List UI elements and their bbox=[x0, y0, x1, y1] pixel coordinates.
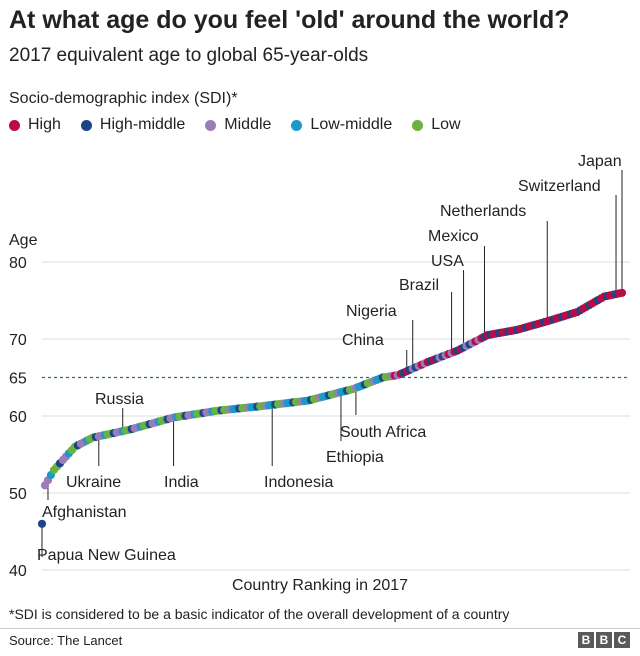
legend-label: Middle bbox=[224, 116, 272, 133]
y-tick-label: 65 bbox=[9, 371, 27, 388]
annotation-label: Ethiopia bbox=[326, 449, 384, 466]
annotation-label: Papua New Guinea bbox=[37, 547, 176, 564]
annotation-label: Russia bbox=[95, 391, 144, 408]
y-tick-label: 40 bbox=[9, 563, 27, 580]
legend-swatch bbox=[291, 119, 303, 131]
x-axis-label: Country Ranking in 2017 bbox=[232, 577, 408, 594]
annotation-label: USA bbox=[431, 253, 464, 270]
annotation-label: Brazil bbox=[399, 277, 439, 294]
y-tick-label: 70 bbox=[9, 332, 27, 349]
data-point bbox=[37, 519, 47, 528]
bbc-logo: B B C bbox=[578, 632, 630, 648]
data-point bbox=[617, 288, 627, 297]
footnote: *SDI is considered to be a basic indicat… bbox=[9, 606, 510, 622]
legend-swatch bbox=[205, 119, 217, 131]
bbc-logo-letter: B bbox=[596, 632, 612, 648]
annotation-label: Netherlands bbox=[440, 203, 526, 220]
y-tick-label: 80 bbox=[9, 255, 27, 272]
chart-subtitle: 2017 equivalent age to global 65-year-ol… bbox=[9, 45, 369, 66]
legend-swatch bbox=[80, 119, 92, 131]
legend-swatch bbox=[9, 119, 20, 131]
legend-item-high-middle: High-middle bbox=[80, 116, 186, 134]
legend-label: Low-middle bbox=[310, 116, 393, 133]
annotation-label: Japan bbox=[578, 153, 622, 170]
annotation-label: South Africa bbox=[340, 424, 426, 441]
annotation-label: India bbox=[164, 474, 199, 491]
legend-title: Socio-demographic index (SDI)* bbox=[9, 90, 238, 107]
bbc-logo-letter: B bbox=[578, 632, 594, 648]
legend-item-low-middle: Low-middle bbox=[291, 116, 392, 134]
source-note: Source: The Lancet bbox=[9, 633, 123, 648]
annotation-label: Afghanistan bbox=[42, 504, 127, 521]
legend-item-high: High bbox=[9, 116, 61, 134]
legend-label: High bbox=[28, 116, 61, 133]
legend-swatch bbox=[412, 119, 424, 131]
bbc-logo-letter: C bbox=[614, 632, 630, 648]
legend-item-low: Low bbox=[412, 116, 461, 134]
y-tick-label: 50 bbox=[9, 486, 27, 503]
legend-item-middle: Middle bbox=[205, 116, 271, 134]
y-axis-label: Age bbox=[9, 232, 38, 249]
chart-title: At what age do you feel 'old' around the… bbox=[9, 6, 570, 34]
annotation-label: Indonesia bbox=[264, 474, 333, 491]
y-tick-label: 60 bbox=[9, 409, 27, 426]
annotation-label: Nigeria bbox=[346, 303, 397, 320]
annotation-label: China bbox=[342, 332, 384, 349]
annotation-label: Ukraine bbox=[66, 474, 121, 491]
legend: High High-middle Middle Low-middle Low bbox=[9, 116, 481, 134]
scatter-chart: 40 50 60 65 70 80 Age Country Ranking in 2017 Pa… bbox=[9, 153, 630, 594]
legend-label: Low bbox=[431, 116, 461, 133]
divider bbox=[0, 628, 640, 629]
annotation-label: Switzerland bbox=[518, 178, 601, 195]
annotation-label: Mexico bbox=[428, 228, 479, 245]
legend-label: High-middle bbox=[99, 116, 186, 133]
